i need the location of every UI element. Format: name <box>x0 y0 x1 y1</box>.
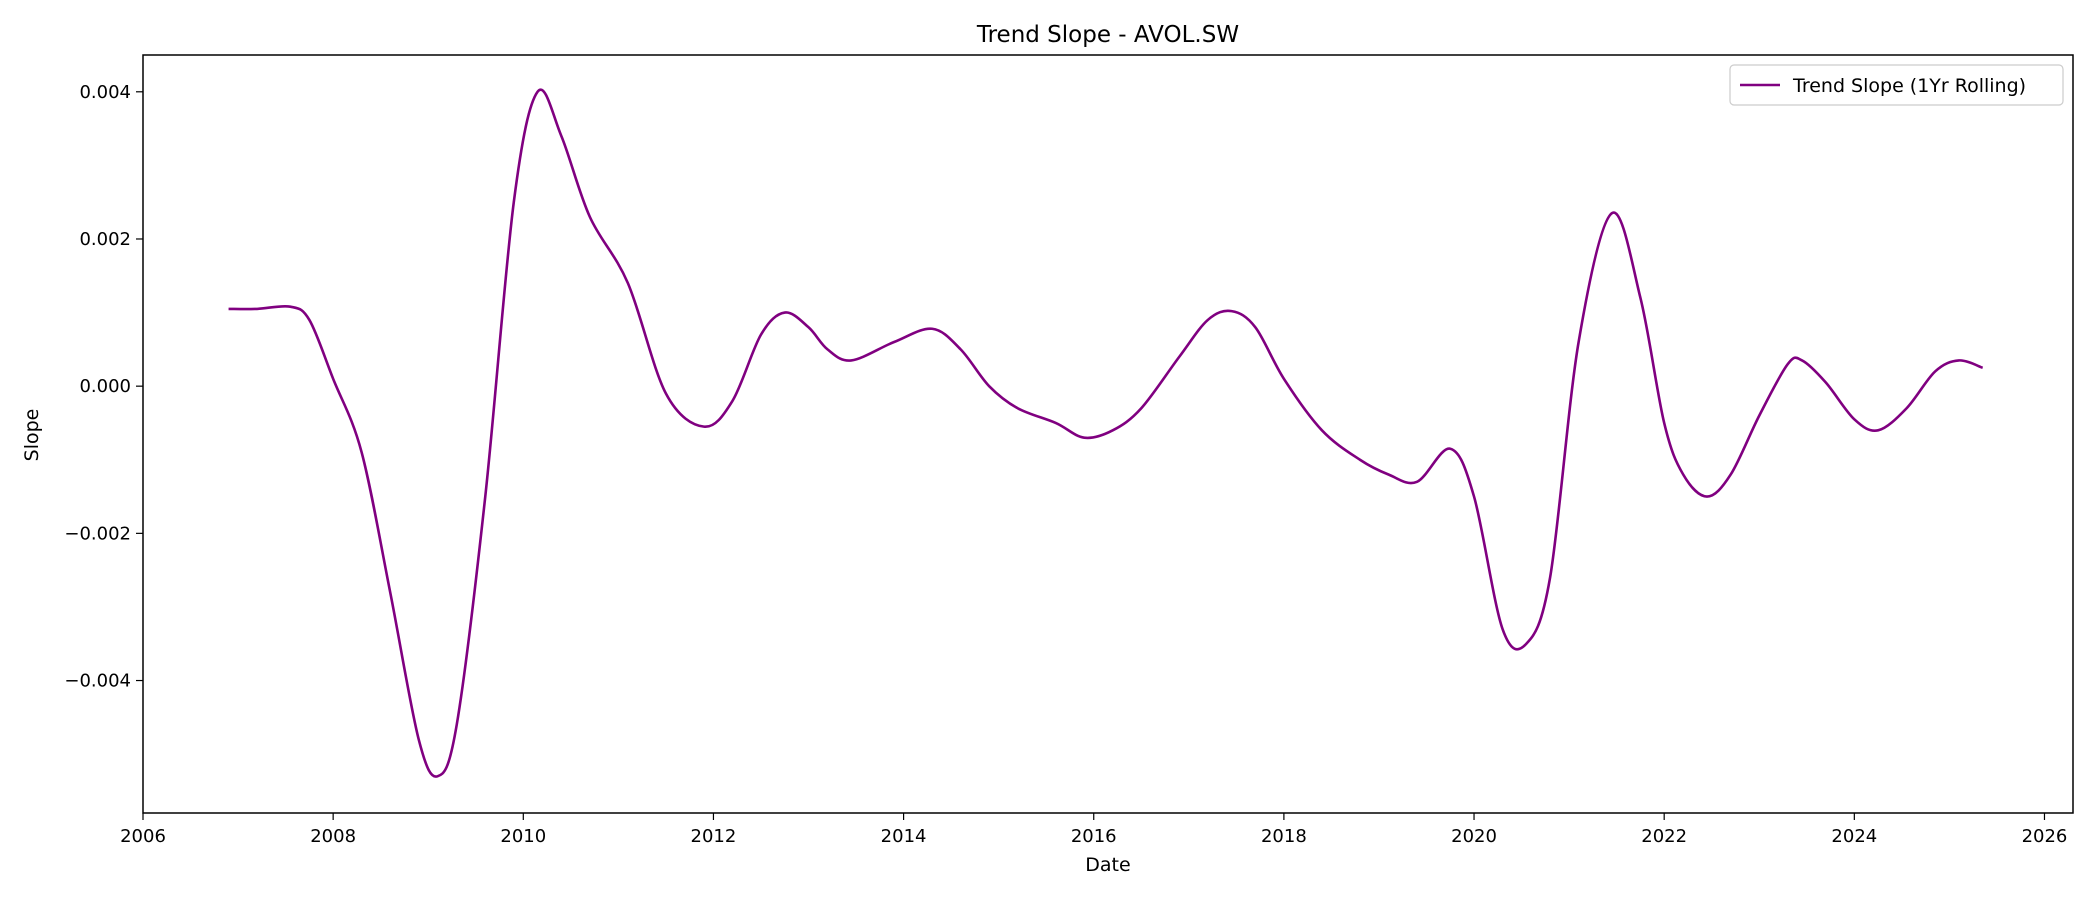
y-axis-label: Slope <box>21 409 43 462</box>
x-tick-label: 2008 <box>310 826 356 847</box>
x-tick-label: 2022 <box>1641 826 1687 847</box>
y-tick-label: −0.002 <box>64 523 131 544</box>
x-tick-label: 2010 <box>500 826 546 847</box>
x-axis-label: Date <box>1085 854 1130 876</box>
chart-title: Trend Slope - AVOL.SW <box>976 22 1239 48</box>
y-tick-label: −0.004 <box>64 671 131 692</box>
x-tick-label: 2012 <box>691 826 737 847</box>
y-tick-label: 0.002 <box>79 229 131 250</box>
x-tick-label: 2006 <box>120 826 166 847</box>
x-tick-label: 2026 <box>2022 826 2068 847</box>
y-tick-label: 0.000 <box>79 376 131 397</box>
x-tick-label: 2014 <box>881 826 927 847</box>
legend-label: Trend Slope (1Yr Rolling) <box>1792 75 2026 97</box>
y-tick-label: 0.004 <box>79 82 131 103</box>
x-axis: 2006 2008 2010 2012 2014 2016 2018 2020 2022 2024… <box>120 813 2067 847</box>
x-tick-label: 2020 <box>1451 826 1497 847</box>
legend: Trend Slope (1Yr Rolling) <box>1729 64 2064 106</box>
plot-series <box>228 88 1984 778</box>
x-tick-label: 2018 <box>1261 826 1307 847</box>
x-tick-label: 2016 <box>1071 826 1117 847</box>
legend-box <box>1729 64 2064 106</box>
x-tick-label: 2024 <box>1831 826 1877 847</box>
y-axis: −0.004 −0.002 0.000 0.002 0.004 <box>64 82 143 692</box>
plot-frame <box>142 54 2074 814</box>
series-line <box>228 88 1984 778</box>
